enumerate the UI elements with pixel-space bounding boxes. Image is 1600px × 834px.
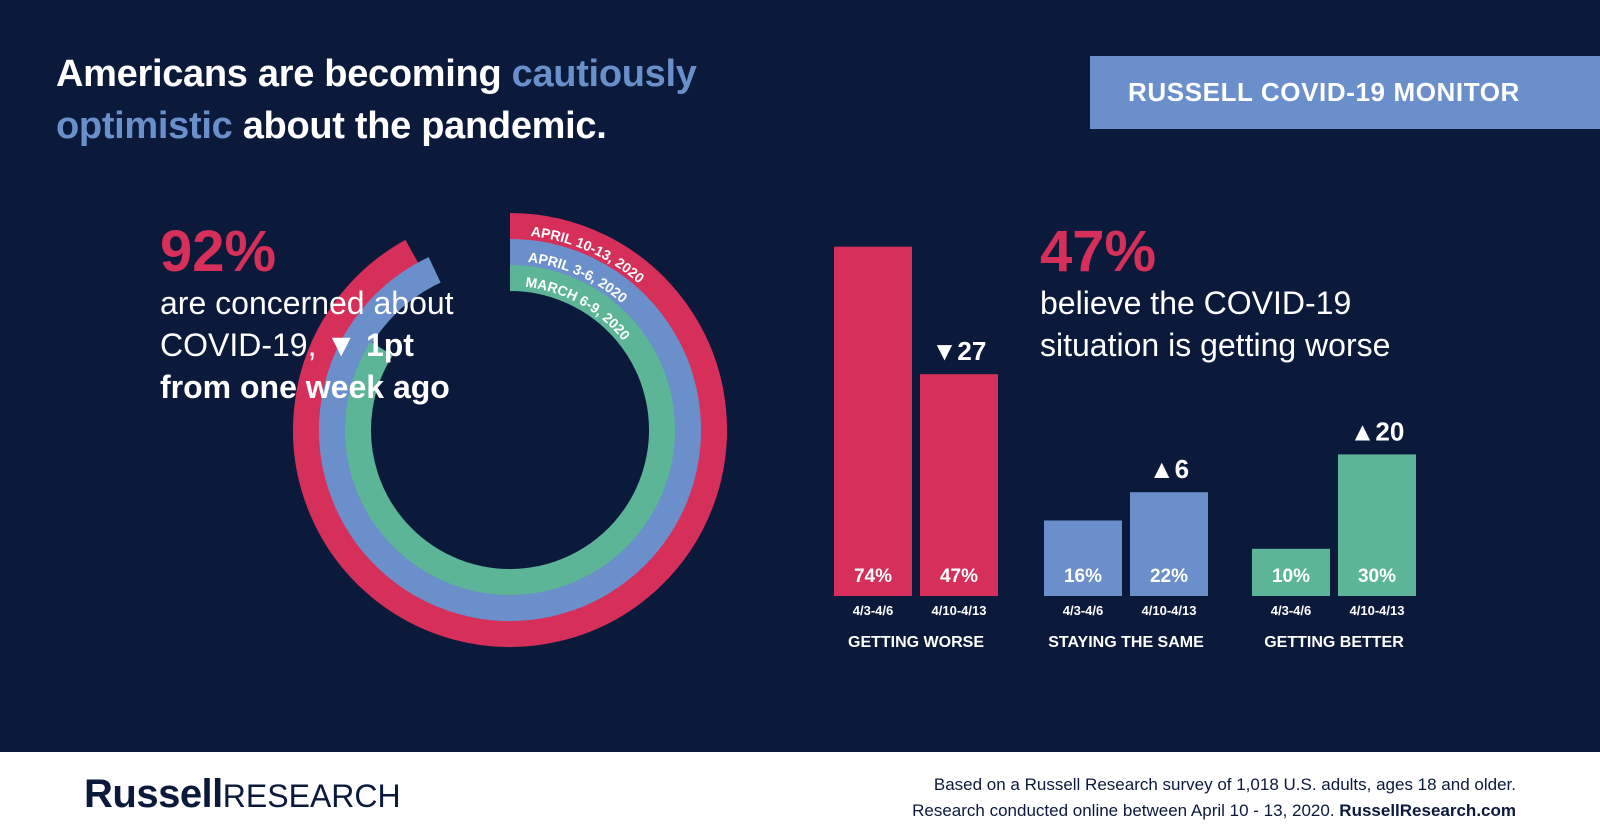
bar-1-1: [834, 246, 912, 596]
headline-part1: Americans are becoming: [56, 53, 512, 95]
survey-note-line-2: Research conducted online between April …: [912, 798, 1516, 824]
worse-stat: 47% believe the COVID-19 situation is ge…: [1040, 222, 1390, 366]
bar-chart: 74% 4/3-4/6 47% 4/10-4/13 ▼27 GETTING WORSE 16…: [834, 246, 1416, 651]
period-label: 4/3-4/6: [1271, 603, 1311, 618]
period-label: 4/3-4/6: [853, 603, 893, 618]
concern-percent: 92%: [160, 219, 277, 284]
headline-part2: about the pandemic.: [232, 105, 607, 147]
period-label: 4/3-4/6: [1063, 603, 1103, 618]
concern-line-2-text: COVID-19,: [160, 327, 326, 363]
bar-1-2: [920, 374, 998, 596]
survey-note: Based on a Russell Research survey of 1,…: [912, 772, 1516, 824]
bar-3-2: [1338, 454, 1416, 596]
bar-value-label: 74%: [854, 566, 892, 587]
monitor-badge: RUSSELL COVID-19 MONITOR: [1090, 56, 1600, 129]
worse-line-2: situation is getting worse: [1040, 327, 1391, 363]
survey-note-text: Research conducted online between April …: [912, 801, 1340, 820]
bar-value-label: 16%: [1064, 566, 1102, 587]
bar-2-1: [1044, 520, 1122, 596]
period-label: 4/10-4/13: [1350, 603, 1405, 618]
survey-note-line-1: Based on a Russell Research survey of 1,…: [933, 775, 1516, 794]
bar-value-label: 10%: [1272, 566, 1310, 587]
bar-value-label: 47%: [940, 566, 978, 587]
ring-arc-2: [319, 239, 701, 621]
period-label: 4/10-4/13: [1142, 603, 1197, 618]
worse-percent: 47%: [1040, 219, 1157, 284]
category-label: STAYING THE SAME: [1048, 634, 1204, 651]
bar-value-label: 22%: [1150, 566, 1188, 587]
ring-arc-1: [293, 213, 727, 647]
change-label: ▲6: [1149, 454, 1189, 484]
logo-bold: Russell: [84, 772, 223, 816]
headline: Americans are becoming cautiously optimi…: [56, 48, 776, 152]
category-label: GETTING BETTER: [1264, 634, 1404, 651]
headline-highlight-1: cautiously: [511, 53, 697, 95]
concern-stat: 92% are concerned about COVID-19, ▼ 1pt …: [160, 222, 454, 408]
concern-line-3: from one week ago: [160, 369, 450, 405]
period-label: 4/10-4/13: [932, 603, 987, 618]
ring-arc-3: [345, 265, 675, 595]
russell-research-logo: RussellRESEARCH: [84, 772, 401, 817]
change-label: ▼27: [932, 336, 987, 366]
footer: RussellRESEARCH Based on a Russell Resea…: [0, 752, 1600, 834]
website-link[interactable]: RussellResearch.com: [1339, 801, 1516, 820]
concern-line-1: are concerned about: [160, 285, 454, 321]
bar-2-2: [1130, 492, 1208, 596]
change-label: ▲20: [1350, 416, 1405, 446]
bar-3-1: [1252, 548, 1330, 596]
concern-line-2: COVID-19, ▼ 1pt: [160, 324, 454, 366]
bar-value-label: 30%: [1358, 566, 1396, 587]
infographic-panel: Americans are becoming cautiously optimi…: [0, 0, 1600, 752]
worse-line-1: believe the COVID-19: [1040, 285, 1352, 321]
concern-change: ▼ 1pt: [325, 327, 414, 363]
headline-highlight-2: optimistic: [56, 105, 233, 147]
logo-light: RESEARCH: [222, 778, 401, 814]
category-label: GETTING WORSE: [848, 634, 984, 651]
